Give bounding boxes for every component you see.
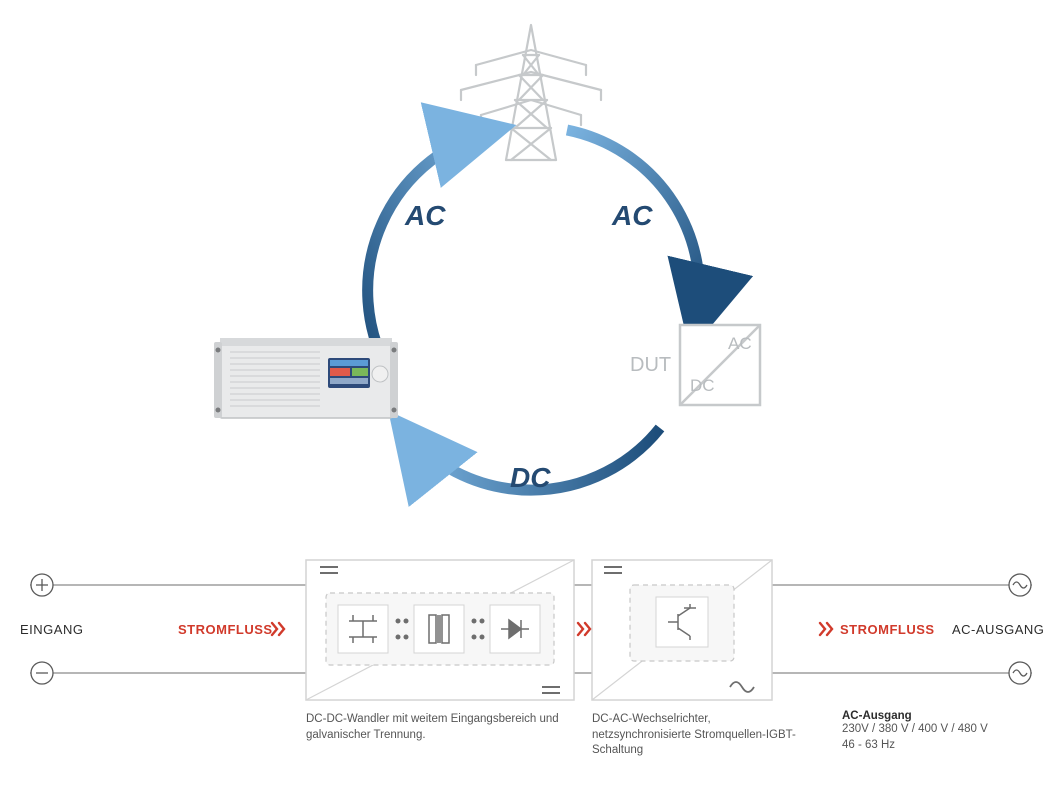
terminal-sine-bot-icon <box>1009 662 1031 684</box>
terminal-minus-icon <box>31 662 53 684</box>
terminal-sine-top-icon <box>1009 574 1031 596</box>
dut-label: DUT <box>630 354 671 377</box>
cycle-label-ac-right: AC <box>612 200 652 232</box>
dcac-inverter-box <box>592 560 772 700</box>
ac-ausgang-label: AC-AUSGANG <box>952 622 1044 637</box>
chevron-right-icon <box>820 623 832 635</box>
caption-dcac: DC-AC-Wechselrichter, netzsynchronisiert… <box>592 712 802 759</box>
stromfluss-left-label: STROMFLUSS <box>178 622 273 637</box>
cycle-label-dc: DC <box>510 462 550 494</box>
power-tower-icon <box>461 25 601 160</box>
caption-ac-out-line1: 230V / 380 V / 400 V / 480 V <box>842 722 1042 738</box>
arc-top-left <box>368 130 495 370</box>
chevron-left-icon <box>272 623 284 635</box>
caption-ac-out: AC-Ausgang 230V / 380 V / 400 V / 480 V … <box>842 710 1042 753</box>
terminal-plus-icon <box>31 574 53 596</box>
dcdc-converter-box <box>306 560 574 700</box>
stromfluss-right-label: STROMFLUSS <box>840 622 935 637</box>
acdc-box-top-text: AC <box>728 334 752 354</box>
chevron-mid-icon <box>578 623 590 635</box>
cycle-label-ac-left: AC <box>405 200 445 232</box>
caption-ac-out-title: AC-Ausgang <box>842 710 1042 722</box>
eingang-label: EINGANG <box>20 622 83 637</box>
acdc-box-bottom-text: DC <box>690 376 715 396</box>
cycle-diagram <box>0 0 1062 540</box>
caption-ac-out-line2: 46 - 63 Hz <box>842 738 1042 754</box>
power-supply-device-icon <box>214 338 398 418</box>
caption-dcdc: DC-DC-Wandler mit weitem Eingangsbereich… <box>306 712 566 743</box>
